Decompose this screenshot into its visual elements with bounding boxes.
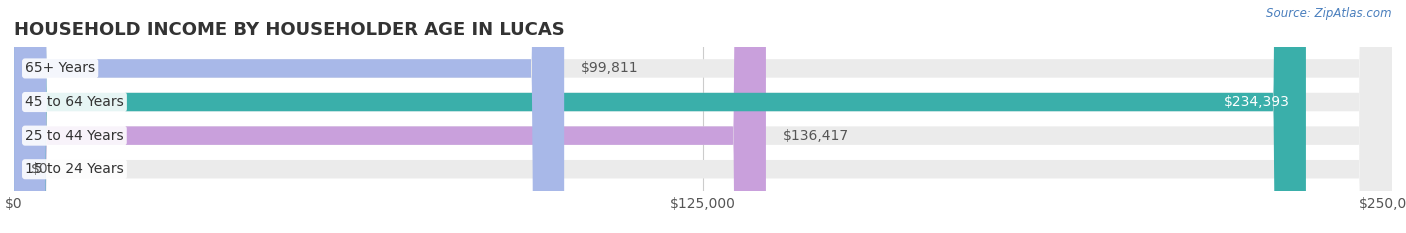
Text: $234,393: $234,393 bbox=[1223, 95, 1289, 109]
FancyBboxPatch shape bbox=[14, 0, 1392, 233]
Text: 15 to 24 Years: 15 to 24 Years bbox=[25, 162, 124, 176]
FancyBboxPatch shape bbox=[14, 0, 1306, 233]
Text: $136,417: $136,417 bbox=[783, 129, 849, 143]
FancyBboxPatch shape bbox=[14, 0, 1392, 233]
Text: $0: $0 bbox=[31, 162, 48, 176]
FancyBboxPatch shape bbox=[14, 0, 564, 233]
Text: 65+ Years: 65+ Years bbox=[25, 62, 96, 75]
Text: 45 to 64 Years: 45 to 64 Years bbox=[25, 95, 124, 109]
FancyBboxPatch shape bbox=[14, 0, 1392, 233]
Text: Source: ZipAtlas.com: Source: ZipAtlas.com bbox=[1267, 7, 1392, 20]
FancyBboxPatch shape bbox=[14, 0, 766, 233]
Text: 25 to 44 Years: 25 to 44 Years bbox=[25, 129, 124, 143]
Text: HOUSEHOLD INCOME BY HOUSEHOLDER AGE IN LUCAS: HOUSEHOLD INCOME BY HOUSEHOLDER AGE IN L… bbox=[14, 21, 565, 39]
Text: $99,811: $99,811 bbox=[581, 62, 638, 75]
FancyBboxPatch shape bbox=[14, 0, 1392, 233]
